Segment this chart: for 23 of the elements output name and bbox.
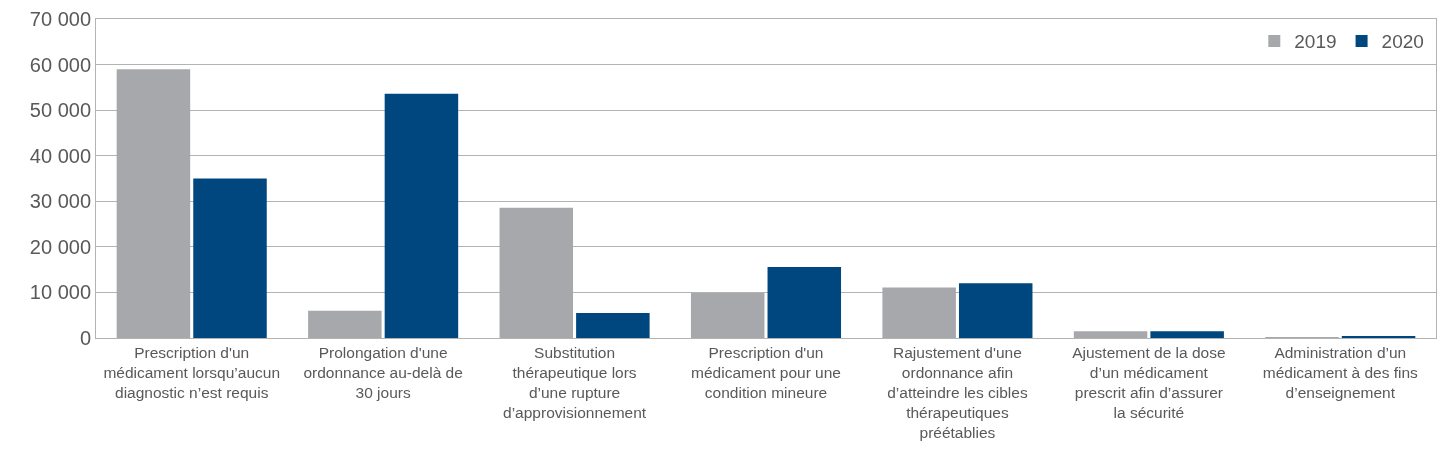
bar [576,312,650,338]
y-tick-label: 10 000 [29,281,91,304]
x-tick-label: Prolongation d'une ordonnance au-delà de 30 jours [303,343,463,401]
x-tick-label: Prescription d'un médicament pour une condition mineure [691,343,841,401]
y-tick-label: 50 000 [29,99,91,122]
x-tick-label: Prescription d'un médicament lorsqu’aucun diagnostic n’est requis [103,343,281,401]
y-tick-label: 30 000 [29,190,91,213]
bar [384,93,459,338]
bar [958,283,1033,338]
legend-label: 2020 [1381,31,1424,53]
x-tick-label: Substitution thérapeutique lors d’une rupture d’approvisionnement [503,343,647,422]
y-tick-label: 70 000 [29,8,91,30]
legend-label: 2019 [1294,31,1337,53]
y-tick-label: 0 [79,327,91,349]
bar [193,178,267,338]
x-tick-label: Rajustement d'une ordonnance afin d’atteindre les cibles thérapeutiques préétablies [887,343,1028,442]
x-tick-label: Administration d’un médicament à des fins d’enseignement [1262,343,1419,401]
bar [1150,331,1224,338]
bar [767,266,842,338]
y-tick-label: 40 000 [29,144,91,167]
x-tick-label: Ajustement de la dose d’un médicament prescrit afin d’assurer la sécurité [1072,343,1226,422]
y-tick-label: 60 000 [29,53,91,76]
y-tick-label: 20 000 [29,235,91,258]
